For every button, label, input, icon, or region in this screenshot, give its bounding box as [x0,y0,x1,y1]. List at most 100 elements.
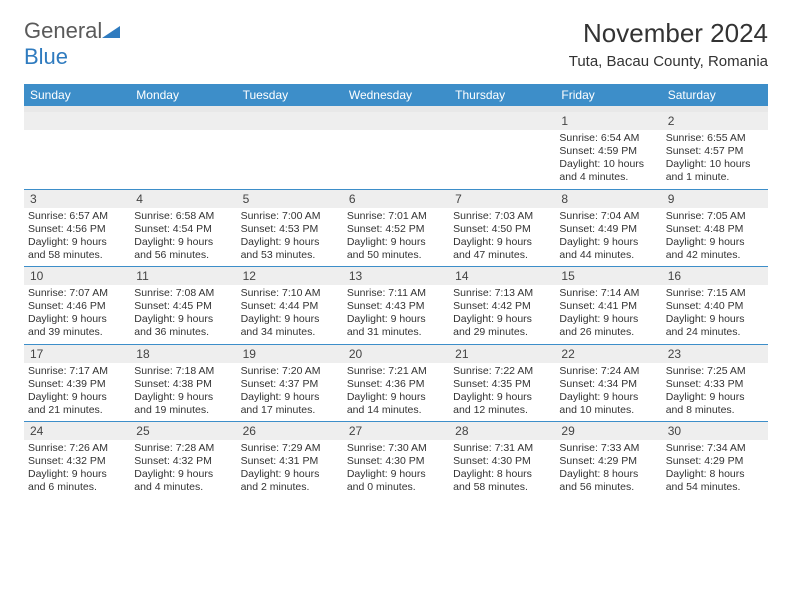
day-cell: Sunrise: 7:34 AMSunset: 4:29 PMDaylight:… [662,440,768,499]
sunrise-text: Sunrise: 7:04 AM [559,210,657,223]
sunset-text: Sunset: 4:37 PM [241,378,339,391]
sunrise-text: Sunrise: 7:13 AM [453,287,551,300]
day-number: 6 [343,190,449,208]
sunset-text: Sunset: 4:36 PM [347,378,445,391]
weekday-label: Sunday [24,84,130,106]
sunset-text: Sunset: 4:34 PM [559,378,657,391]
weekday-label: Thursday [449,84,555,106]
daylight-text: Daylight: 8 hours and 54 minutes. [666,468,764,494]
sunset-text: Sunset: 4:54 PM [134,223,232,236]
daylight-text: Daylight: 9 hours and 4 minutes. [134,468,232,494]
sunrise-text: Sunrise: 7:20 AM [241,365,339,378]
day-cell: Sunrise: 7:11 AMSunset: 4:43 PMDaylight:… [343,285,449,344]
sunrise-text: Sunrise: 6:57 AM [28,210,126,223]
sunrise-text: Sunrise: 6:55 AM [666,132,764,145]
daylight-text: Daylight: 9 hours and 17 minutes. [241,391,339,417]
sunset-text: Sunset: 4:50 PM [453,223,551,236]
sunrise-text: Sunrise: 7:01 AM [347,210,445,223]
brand-part1: General [24,18,102,43]
week-row: Sunrise: 6:57 AMSunset: 4:56 PMDaylight:… [24,208,768,267]
sunrise-text: Sunrise: 7:28 AM [134,442,232,455]
sunrise-text: Sunrise: 7:30 AM [347,442,445,455]
day-number: 24 [24,422,130,440]
daylight-text: Daylight: 10 hours and 4 minutes. [559,158,657,184]
day-cell: Sunrise: 7:31 AMSunset: 4:30 PMDaylight:… [449,440,555,499]
daylight-text: Daylight: 9 hours and 34 minutes. [241,313,339,339]
sunset-text: Sunset: 4:43 PM [347,300,445,313]
sunrise-text: Sunrise: 7:14 AM [559,287,657,300]
day-number: 3 [24,190,130,208]
day-number: 1 [555,112,661,130]
sunrise-text: Sunrise: 7:03 AM [453,210,551,223]
day-number: 2 [662,112,768,130]
day-number: 20 [343,345,449,363]
sunrise-text: Sunrise: 7:10 AM [241,287,339,300]
daylight-text: Daylight: 9 hours and 58 minutes. [28,236,126,262]
weekday-header-row: SundayMondayTuesdayWednesdayThursdayFrid… [24,84,768,106]
day-number-row: 10111213141516 [24,266,768,285]
daylight-text: Daylight: 9 hours and 6 minutes. [28,468,126,494]
day-number: 30 [662,422,768,440]
sunset-text: Sunset: 4:38 PM [134,378,232,391]
day-number: 23 [662,345,768,363]
day-number: 18 [130,345,236,363]
weeks-container: 12Sunrise: 6:54 AMSunset: 4:59 PMDayligh… [24,112,768,499]
sunset-text: Sunset: 4:29 PM [666,455,764,468]
daylight-text: Daylight: 9 hours and 21 minutes. [28,391,126,417]
day-number: 7 [449,190,555,208]
day-cell: Sunrise: 7:03 AMSunset: 4:50 PMDaylight:… [449,208,555,267]
title-block: November 2024 Tuta, Bacau County, Romani… [569,18,768,70]
daylight-text: Daylight: 10 hours and 1 minute. [666,158,764,184]
sunrise-text: Sunrise: 7:15 AM [666,287,764,300]
sunset-text: Sunset: 4:32 PM [28,455,126,468]
day-cell: Sunrise: 7:24 AMSunset: 4:34 PMDaylight:… [555,363,661,422]
day-number: 13 [343,267,449,285]
sunset-text: Sunset: 4:29 PM [559,455,657,468]
day-cell: Sunrise: 7:01 AMSunset: 4:52 PMDaylight:… [343,208,449,267]
day-number-row: 12 [24,112,768,130]
daylight-text: Daylight: 9 hours and 53 minutes. [241,236,339,262]
sunset-text: Sunset: 4:48 PM [666,223,764,236]
weekday-label: Saturday [662,84,768,106]
sunrise-text: Sunrise: 7:29 AM [241,442,339,455]
sunset-text: Sunset: 4:49 PM [559,223,657,236]
daylight-text: Daylight: 9 hours and 29 minutes. [453,313,551,339]
day-number: 29 [555,422,661,440]
daylight-text: Daylight: 9 hours and 39 minutes. [28,313,126,339]
daylight-text: Daylight: 9 hours and 36 minutes. [134,313,232,339]
day-cell: Sunrise: 6:54 AMSunset: 4:59 PMDaylight:… [555,130,661,189]
week-row: Sunrise: 7:07 AMSunset: 4:46 PMDaylight:… [24,285,768,344]
sunset-text: Sunset: 4:40 PM [666,300,764,313]
day-cell: Sunrise: 7:17 AMSunset: 4:39 PMDaylight:… [24,363,130,422]
day-cell: Sunrise: 7:04 AMSunset: 4:49 PMDaylight:… [555,208,661,267]
sunrise-text: Sunrise: 7:18 AM [134,365,232,378]
weekday-label: Friday [555,84,661,106]
day-cell: Sunrise: 7:33 AMSunset: 4:29 PMDaylight:… [555,440,661,499]
sunset-text: Sunset: 4:46 PM [28,300,126,313]
daylight-text: Daylight: 9 hours and 12 minutes. [453,391,551,417]
daylight-text: Daylight: 9 hours and 19 minutes. [134,391,232,417]
day-cell: Sunrise: 7:29 AMSunset: 4:31 PMDaylight:… [237,440,343,499]
day-cell: Sunrise: 7:14 AMSunset: 4:41 PMDaylight:… [555,285,661,344]
day-cell: Sunrise: 7:08 AMSunset: 4:45 PMDaylight:… [130,285,236,344]
week-row: Sunrise: 7:17 AMSunset: 4:39 PMDaylight:… [24,363,768,422]
daylight-text: Daylight: 8 hours and 56 minutes. [559,468,657,494]
daylight-text: Daylight: 9 hours and 24 minutes. [666,313,764,339]
day-cell: Sunrise: 6:55 AMSunset: 4:57 PMDaylight:… [662,130,768,189]
sunrise-text: Sunrise: 7:21 AM [347,365,445,378]
week-row: Sunrise: 7:26 AMSunset: 4:32 PMDaylight:… [24,440,768,499]
sunrise-text: Sunrise: 7:34 AM [666,442,764,455]
sunset-text: Sunset: 4:57 PM [666,145,764,158]
sunset-text: Sunset: 4:30 PM [347,455,445,468]
sunrise-text: Sunrise: 7:07 AM [28,287,126,300]
sunset-text: Sunset: 4:41 PM [559,300,657,313]
day-cell: Sunrise: 7:28 AMSunset: 4:32 PMDaylight:… [130,440,236,499]
daylight-text: Daylight: 9 hours and 8 minutes. [666,391,764,417]
daylight-text: Daylight: 9 hours and 31 minutes. [347,313,445,339]
day-number-row: 17181920212223 [24,344,768,363]
day-cell: Sunrise: 7:20 AMSunset: 4:37 PMDaylight:… [237,363,343,422]
brand-text: General Blue [24,18,120,70]
sunrise-text: Sunrise: 7:31 AM [453,442,551,455]
day-number: 12 [237,267,343,285]
day-number: 9 [662,190,768,208]
